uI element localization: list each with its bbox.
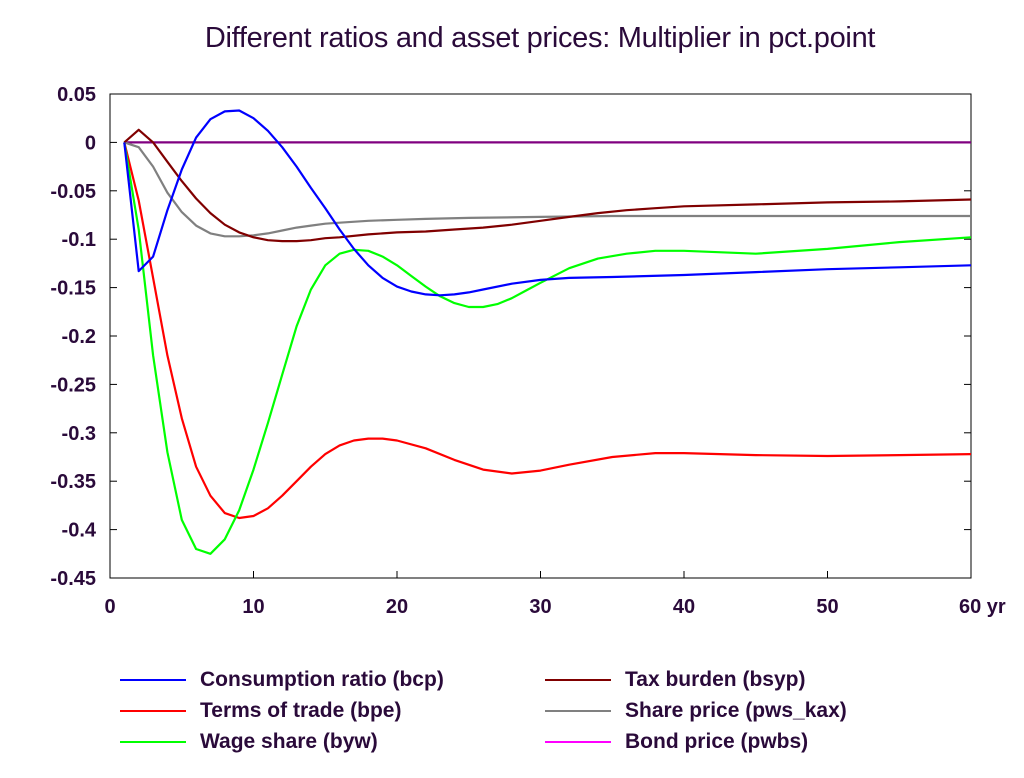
y-axis: 0.05 0 -0.05 -0.1 -0.15 -0.2 -0.25 -0.3 -0.35 -0.… <box>50 84 971 590</box>
series-line-consumption-ratio-bcp <box>123 109 972 297</box>
legend-item-bond-price: Bond price (pwbs) <box>545 726 808 758</box>
series-line-tax-burden-bsyp <box>123 128 972 243</box>
legend-label-bond-price: Bond price (pwbs) <box>625 730 809 753</box>
legend-swatch-wage-share <box>120 741 186 743</box>
x-tick-label: 30 <box>529 596 551 618</box>
series-line-terms-of-trade-bpe <box>123 142 972 520</box>
y-tick-label: -0.3 <box>62 423 96 445</box>
axes <box>109 93 972 579</box>
legend-label-terms-of-trade: Terms of trade (bpe) <box>200 699 402 722</box>
legend-label-tax-burden: Tax burden (bsyp) <box>625 668 806 691</box>
line-chart: 0.05 0 -0.05 -0.1 -0.15 -0.2 -0.25 -0.3 -0.35 -0.… <box>50 84 1006 618</box>
chart-title: Different ratios and asset prices: Multi… <box>204 22 876 54</box>
legend-item-wage-share: Wage share (byw) <box>120 726 378 758</box>
legend-swatch-tax-burden <box>545 679 611 681</box>
x-tick-label: 50 <box>816 596 838 618</box>
y-tick-label: -0.15 <box>50 278 96 300</box>
x-tick-label: 60 yr <box>959 596 1006 618</box>
x-tick-label: 20 <box>386 596 408 618</box>
legend-label-share-price: Share price (pws_kax) <box>625 699 847 722</box>
legend-item-share-price: Share price (pws_kax) <box>545 695 847 727</box>
legend-item-tax-burden: Tax burden (bsyp) <box>545 664 805 696</box>
y-tick-label: -0.25 <box>50 374 96 396</box>
y-tick-label: -0.1 <box>62 229 96 251</box>
y-tick-label: -0.2 <box>62 326 96 348</box>
y-tick-label: -0.45 <box>50 568 96 590</box>
legend-swatch-terms-of-trade <box>120 710 186 712</box>
x-axis: 0 10 20 30 40 50 60 yr <box>104 571 1006 618</box>
legend-swatch-consumption-ratio <box>120 679 186 681</box>
legend-item-consumption-ratio: Consumption ratio (bcp) <box>120 664 444 696</box>
y-tick-label: 0 <box>85 132 96 154</box>
legend-item-terms-of-trade: Terms of trade (bpe) <box>120 695 401 727</box>
y-tick-label: 0.05 <box>57 84 96 106</box>
legend-label-wage-share: Wage share (byw) <box>200 730 378 753</box>
x-tick-label: 40 <box>673 596 695 618</box>
legend-swatch-bond-price <box>545 741 611 743</box>
plot-frame <box>109 93 972 579</box>
x-tick-label: 10 <box>242 596 264 618</box>
x-tick-label: 0 <box>104 596 115 618</box>
legend-swatch-share-price <box>545 710 611 712</box>
series-line-wage-share-byw <box>123 142 972 555</box>
y-tick-label: -0.35 <box>50 471 96 493</box>
series-lines <box>123 109 972 555</box>
y-tick-label: -0.05 <box>50 181 96 203</box>
y-tick-label: -0.4 <box>62 520 97 542</box>
legend-label-consumption-ratio: Consumption ratio (bcp) <box>200 668 444 691</box>
series-line-share-price-pws-kax <box>123 141 971 238</box>
